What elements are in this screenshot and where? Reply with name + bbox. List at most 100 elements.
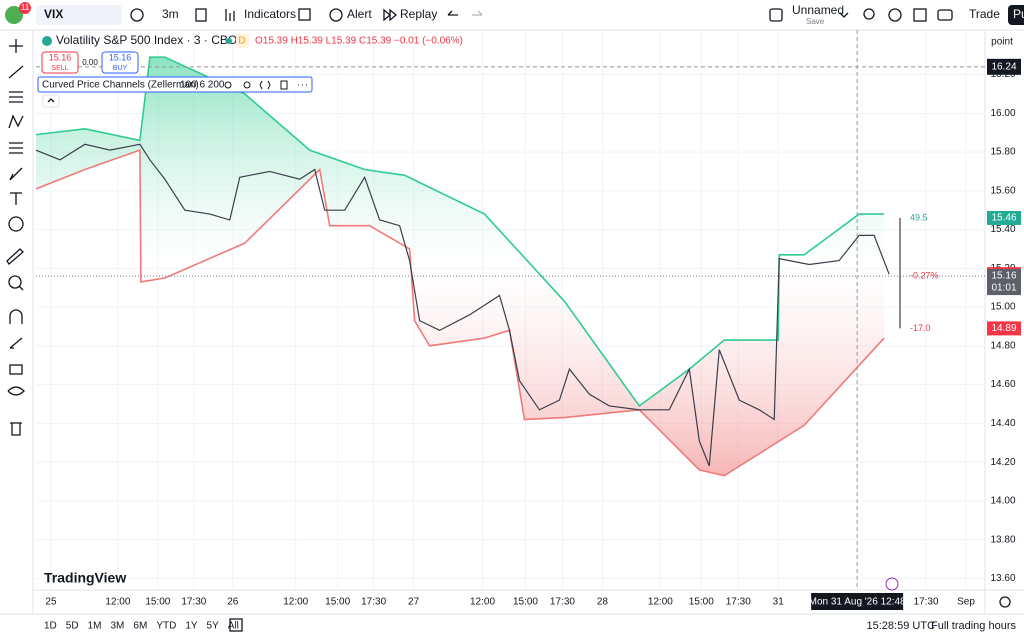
symbol-search[interactable] [36, 5, 122, 25]
crosshair-time: Mon 31 Aug '26 12:48 [809, 597, 906, 608]
flag: D [238, 36, 245, 47]
period-button[interactable]: 1M [88, 621, 102, 632]
price-label-box [987, 269, 1021, 296]
period-button[interactable]: 1D [44, 621, 57, 632]
status-dot [226, 38, 232, 44]
y-tick-label: 14.20 [990, 457, 1015, 468]
y-tick-label: 14.40 [990, 418, 1015, 429]
spread: 0.00 [82, 58, 98, 67]
clock: 15:28:59 UTC [867, 620, 936, 632]
layout-menu[interactable] [839, 12, 849, 18]
buy-price: 15.16 [109, 52, 132, 62]
buy-label: BUY [113, 65, 128, 72]
period-buttons: 1D 5D 1M 3M 6M YTD 1Y 5Y All [44, 621, 239, 632]
x-tick-label: 12:00 [648, 597, 673, 608]
price-line [35, 149, 885, 477]
indicator-name: Curved Price Channels (Zellerman) [42, 80, 199, 91]
add-symbol[interactable] [130, 8, 144, 22]
period-button[interactable]: 5Y [207, 621, 220, 632]
x-tick-label: 12:00 [105, 597, 130, 608]
collapse-legend[interactable] [42, 94, 60, 108]
events-icon[interactable] [885, 577, 899, 591]
drawing-tools[interactable] [6, 39, 25, 436]
chart: 13.60 13.80 14.00 14.20 14.40 14.60 14.80 15.00… [33, 30, 1024, 614]
period-button[interactable]: 1Y [185, 621, 198, 632]
y-tick-label: 15.80 [990, 147, 1015, 158]
y-tick-label: 14.00 [990, 496, 1015, 507]
x-tick-label: 12:00 [470, 597, 495, 608]
price-label-box [987, 210, 1021, 225]
period-button[interactable]: 5D [66, 621, 79, 632]
x-tick-label: 17:30 [181, 597, 206, 608]
legend-title: Volatility S&P 500 Index · 3 · CBOE [56, 33, 245, 47]
period-button[interactable]: 3M [111, 621, 125, 632]
price-line [35, 56, 885, 408]
indicators[interactable]: Indicators [244, 7, 296, 21]
y-tick-label: 13.80 [990, 534, 1015, 545]
x-tick-label: 15:00 [689, 597, 714, 608]
y-tick-label: 14.80 [990, 340, 1015, 351]
crosshair-time-box [811, 593, 904, 610]
sell-label: SELL [51, 65, 68, 72]
x-tick-label: 28 [597, 597, 609, 608]
sell-button[interactable] [41, 51, 79, 74]
sell-price: 15.16 [49, 52, 72, 62]
price-label: 15.46 [991, 213, 1016, 224]
ohlc: O15.39 H15.39 L15.39 C15.39 −0.01 (−0.06… [255, 36, 463, 47]
period-button[interactable]: All [228, 621, 239, 632]
undo[interactable] [447, 10, 458, 16]
snapshot[interactable] [937, 9, 953, 21]
price-label-box [987, 321, 1021, 336]
settings[interactable] [888, 8, 902, 22]
price-line [35, 143, 890, 467]
replay-icon [383, 8, 398, 22]
layout-save: Save [806, 17, 825, 26]
y-tick-label: 15.60 [990, 185, 1015, 196]
x-tick-label: 25 [45, 597, 57, 608]
time-axis-settings[interactable] [999, 596, 1011, 608]
badge [19, 2, 31, 14]
logo: TradingView [44, 570, 126, 586]
period-button[interactable]: YTD [156, 621, 176, 632]
date-range[interactable] [229, 618, 243, 632]
buy-button[interactable] [101, 51, 139, 74]
annotation: -17.0 [910, 323, 931, 333]
indicator-legend[interactable] [37, 76, 313, 93]
collapse-icon [47, 98, 55, 103]
avatar[interactable] [5, 6, 23, 24]
trade[interactable]: Trade [969, 7, 1000, 21]
x-tick-label: 27 [408, 597, 420, 608]
interval[interactable]: 3m [162, 7, 179, 21]
x-tick-label: 17:30 [361, 597, 386, 608]
alert[interactable]: Alert [347, 7, 372, 21]
redo[interactable] [472, 10, 483, 16]
indicator-actions[interactable] [224, 80, 307, 90]
checkbox[interactable] [769, 8, 783, 22]
price-label: 15.16 [991, 271, 1016, 282]
publish: Pu [1013, 7, 1024, 21]
alert-icon [329, 8, 343, 22]
x-tick-label: 17:30 [914, 597, 939, 608]
layout-name[interactable]: Unnamed [792, 3, 844, 17]
x-tick-label: 17:30 [726, 597, 751, 608]
y-tick-label: 15.00 [990, 302, 1015, 313]
publish-button[interactable] [1008, 5, 1024, 25]
flag-box [236, 34, 249, 48]
channel-fill [36, 57, 885, 476]
replay[interactable]: Replay [400, 7, 437, 21]
session[interactable]: Full trading hours [931, 620, 1016, 632]
x-tick-label: Sep [957, 597, 975, 608]
quick-search[interactable] [863, 8, 875, 20]
fullscreen[interactable] [913, 8, 927, 22]
templates[interactable] [298, 8, 311, 21]
annotation: -0.27% [910, 270, 939, 280]
indicator-params: 100 6 200 [180, 80, 225, 91]
scale-mode[interactable]: point [991, 37, 1013, 48]
annotation: 49.5 [910, 212, 928, 222]
crosshair-price: 16.24 [991, 61, 1016, 72]
y-tick-label: 14.60 [990, 379, 1015, 390]
y-tick-label: 16.00 [990, 108, 1015, 119]
chart-type[interactable] [195, 8, 207, 22]
period-button[interactable]: 6M [133, 621, 147, 632]
